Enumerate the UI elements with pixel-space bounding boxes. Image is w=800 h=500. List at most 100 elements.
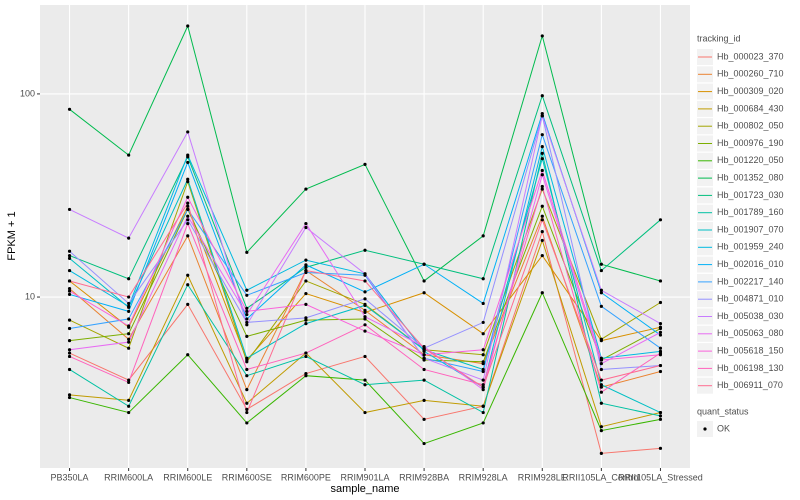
data-point xyxy=(245,293,249,297)
data-point xyxy=(422,291,426,295)
legend-label: Hb_006911_070 xyxy=(717,380,783,390)
x-tick-label: RRIM928BA xyxy=(399,472,449,482)
data-point xyxy=(658,333,663,337)
data-point xyxy=(481,378,485,382)
data-point xyxy=(481,277,485,281)
data-point xyxy=(186,221,190,226)
data-point xyxy=(127,404,131,408)
data-point xyxy=(67,367,72,372)
data-point xyxy=(658,279,663,283)
data-point xyxy=(67,395,72,400)
data-point xyxy=(599,337,603,341)
legend-swatch xyxy=(703,427,707,431)
legend-label: Hb_004871_010 xyxy=(717,294,784,304)
data-point xyxy=(658,351,663,355)
data-point xyxy=(245,309,249,313)
x-tick-label: RRIM600LA xyxy=(104,472,153,482)
data-point xyxy=(363,323,367,327)
data-point xyxy=(658,363,663,368)
data-point xyxy=(599,262,603,266)
data-point xyxy=(67,289,72,293)
data-point xyxy=(658,414,663,418)
data-point xyxy=(658,417,663,421)
data-point xyxy=(363,378,367,382)
data-point xyxy=(67,268,72,273)
data-point xyxy=(540,187,544,191)
data-point xyxy=(127,378,131,382)
legend-label: Hb_000023_370 xyxy=(717,51,784,61)
data-point xyxy=(540,218,544,222)
data-point xyxy=(304,221,308,226)
data-point xyxy=(599,378,603,382)
data-point xyxy=(245,356,249,360)
data-point xyxy=(363,248,367,252)
data-point xyxy=(67,207,72,212)
data-point xyxy=(127,317,131,321)
data-point xyxy=(245,306,249,310)
y-axis-label: FPKM + 1 xyxy=(6,211,18,260)
data-point xyxy=(481,320,485,325)
data-point xyxy=(186,283,190,287)
legend-label: Hb_002217_140 xyxy=(717,276,784,286)
data-point xyxy=(304,258,308,262)
data-point xyxy=(658,322,663,326)
data-point xyxy=(186,214,190,218)
data-point xyxy=(304,187,308,191)
data-point xyxy=(363,279,367,283)
data-point xyxy=(422,353,426,357)
data-point xyxy=(422,349,426,354)
data-point xyxy=(67,107,72,111)
data-point xyxy=(422,356,426,360)
data-point xyxy=(363,329,367,333)
data-point xyxy=(363,354,367,359)
data-point xyxy=(540,238,544,243)
data-point xyxy=(245,320,249,325)
data-point xyxy=(127,153,131,157)
data-point xyxy=(67,339,72,343)
data-point xyxy=(245,312,249,317)
data-point xyxy=(363,297,367,301)
data-point xyxy=(127,277,131,281)
data-point xyxy=(540,173,544,177)
data-point xyxy=(186,207,190,212)
data-point xyxy=(422,441,426,446)
data-point xyxy=(599,385,603,389)
legend-label: Hb_005618_150 xyxy=(717,345,784,355)
data-point xyxy=(540,184,544,189)
data-point xyxy=(481,383,485,387)
legend-label: Hb_000684_430 xyxy=(717,103,784,113)
data-point xyxy=(127,304,131,308)
data-point xyxy=(67,318,72,322)
data-point xyxy=(127,295,131,299)
data-point xyxy=(422,279,426,283)
data-point xyxy=(127,236,131,240)
data-point xyxy=(127,309,131,313)
data-point xyxy=(127,380,131,384)
data-point xyxy=(599,367,603,372)
data-point xyxy=(481,301,485,306)
data-point xyxy=(599,390,603,394)
data-point xyxy=(658,300,663,305)
data-point xyxy=(363,162,367,166)
data-point xyxy=(304,279,308,283)
data-point xyxy=(422,417,426,421)
data-point xyxy=(599,268,603,273)
y-tick-label: 100 xyxy=(20,88,35,98)
data-point xyxy=(127,324,131,328)
legend-label: Hb_005063_080 xyxy=(717,328,784,338)
data-point xyxy=(363,317,367,321)
data-point xyxy=(599,425,603,429)
data-point xyxy=(481,332,485,336)
data-point xyxy=(540,133,544,137)
data-point xyxy=(540,168,544,173)
data-point xyxy=(658,326,663,331)
data-point xyxy=(481,234,485,238)
data-point xyxy=(658,330,663,334)
data-point xyxy=(481,410,485,415)
legend-title: quant_status xyxy=(697,406,749,416)
data-point xyxy=(540,151,544,155)
legend-label: Hb_001789_160 xyxy=(717,207,784,217)
legend-label: Hb_000802_050 xyxy=(717,121,784,131)
x-tick-label: RRIM600LE xyxy=(163,472,212,482)
data-point xyxy=(422,398,426,402)
